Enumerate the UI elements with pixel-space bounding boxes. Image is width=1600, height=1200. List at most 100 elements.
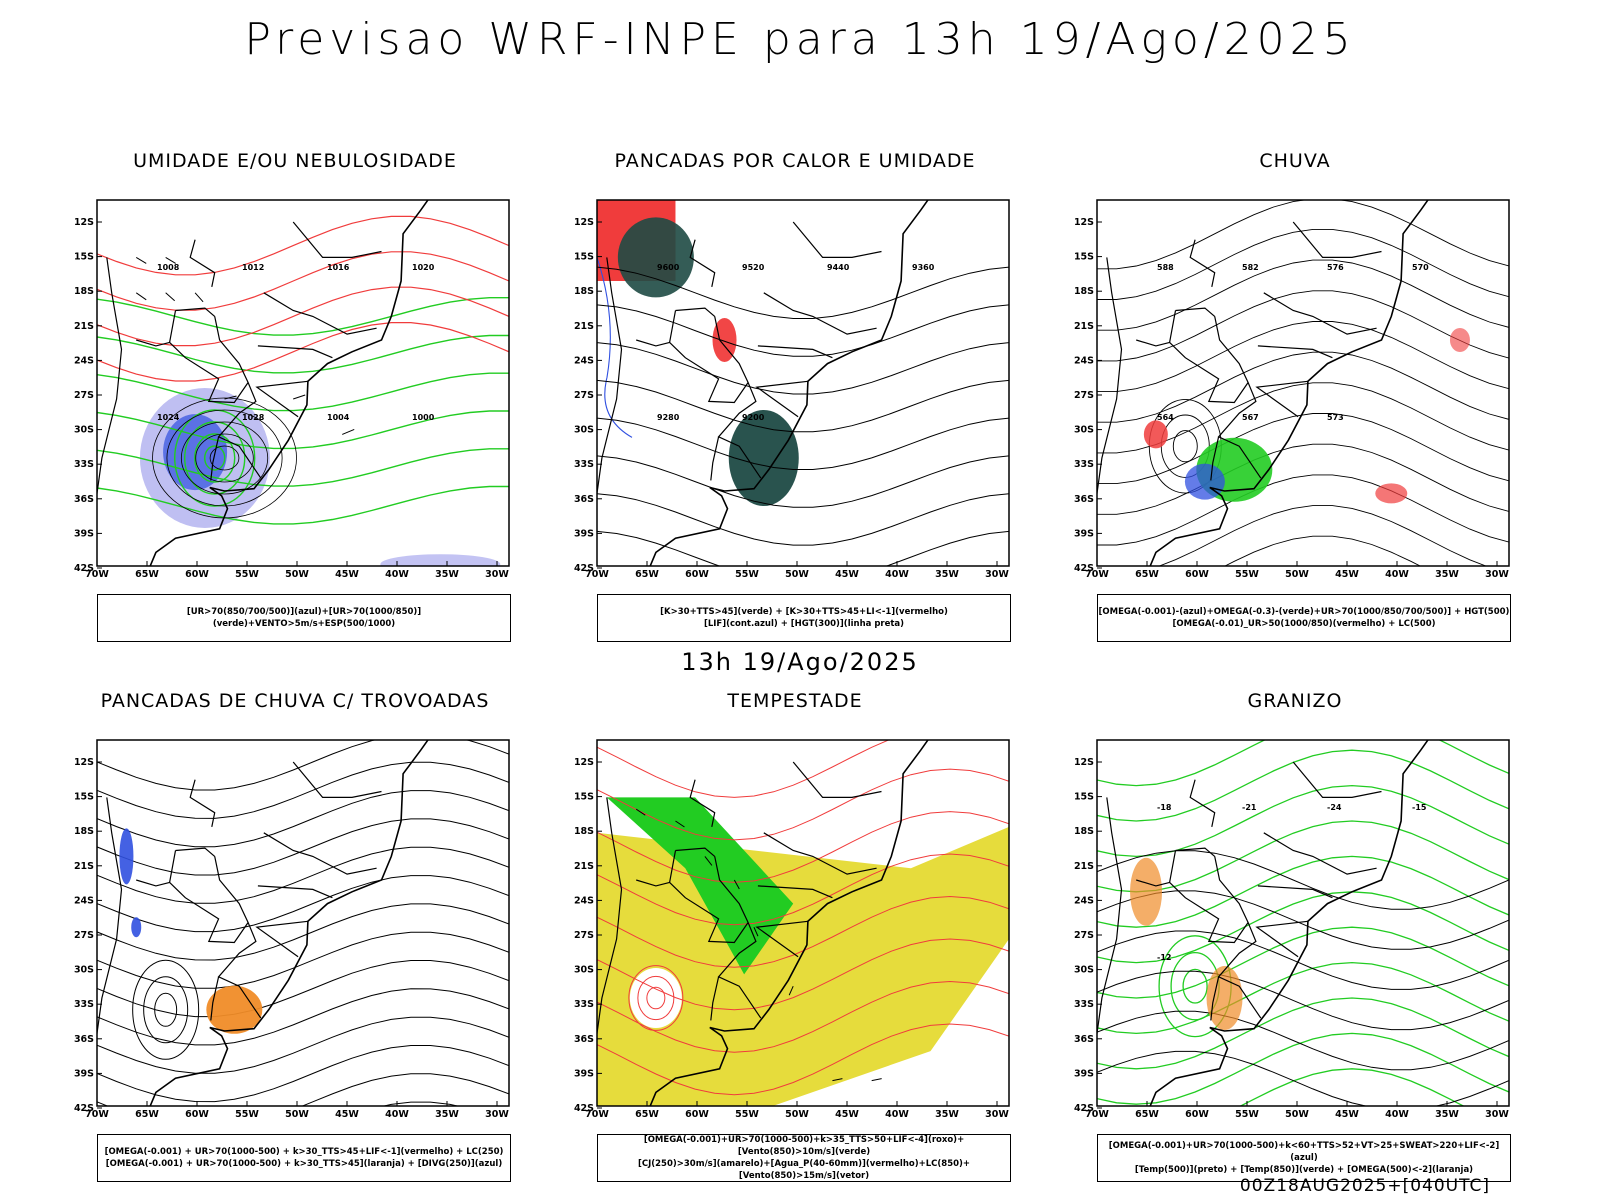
x-tick-label: 65W (635, 569, 659, 580)
country-border-2 (189, 239, 216, 288)
x-tick-label: 50W (1285, 1109, 1309, 1120)
x-tick-label: 35W (1435, 1109, 1459, 1120)
wind-vector-15ms-1 (675, 820, 685, 828)
x-tick-label: 45W (835, 1109, 859, 1120)
y-tick-label: 39S (1074, 528, 1094, 539)
panel-title: PANCADAS DE CHUVA C/ TROVOADAS (100, 690, 490, 712)
legend-caption-line: [OMEGA(-0.001) + UR>70(1000-500) + k>30_… (105, 1159, 503, 1169)
x-tick-label: 65W (635, 1109, 659, 1120)
y-tick-label: 21S (574, 321, 594, 332)
wind-vector-15ms-0 (635, 808, 646, 816)
country-border-2 (689, 779, 716, 828)
streamline-2 (97, 790, 509, 848)
contour-label: -21 (1242, 803, 1257, 812)
x-tick-label: 70W (1085, 569, 1109, 580)
country-border-9 (136, 339, 170, 347)
y-tick-label: 12S (74, 757, 94, 768)
map-frame (1096, 739, 1510, 1107)
y-tick-label: 42S (574, 1103, 594, 1114)
x-tick-label: 60W (685, 1109, 709, 1120)
map-layers (97, 740, 509, 1106)
country-border-4 (210, 436, 220, 481)
country-border-1 (675, 847, 716, 857)
x-tick-label: 45W (335, 1109, 359, 1120)
map-plot: 588 582 576 570 564 567 573 12S 15S 18S 21S 24S 27S 3… (1074, 199, 1510, 580)
map-layers: -18 -21 -24 -15 -12 (1097, 740, 1509, 1106)
red-thickness-contour-2 (97, 286, 509, 347)
x-tick-label: 50W (1285, 569, 1309, 580)
x-tick-label: 60W (185, 569, 209, 580)
legend-caption-line: [CJ(250)>30m/s](amarelo)+[Agua_P(40-60mm… (637, 1159, 971, 1181)
temp500-contour-4 (1097, 1010, 1509, 1071)
contour-label: -12 (1157, 953, 1171, 962)
country-border-0 (214, 856, 262, 1019)
y-tick-label: 15S (74, 252, 94, 263)
streamline-5 (97, 875, 509, 933)
y-tick-label: 42S (74, 563, 94, 574)
hgt300-contour-2 (597, 342, 1009, 395)
x-tick-label: 40W (885, 1109, 909, 1120)
y-tick-label: 12S (574, 757, 594, 768)
temp500-contour-0 (1097, 850, 1509, 910)
country-border-5 (263, 292, 377, 335)
y-tick-label: 24S (574, 355, 594, 366)
streamline-7 (97, 931, 509, 989)
temp850-contour-10 (1239, 1068, 1465, 1106)
country-border-5 (1263, 832, 1377, 875)
x-tick-label: 60W (185, 1109, 209, 1120)
y-tick-label: 36S (74, 1034, 94, 1045)
streamline-9 (97, 988, 509, 1046)
x-tick-label: 40W (385, 1109, 409, 1120)
red-area-center (712, 318, 737, 362)
coastline (97, 740, 429, 1106)
black-pressure-contour-3 (166, 409, 283, 507)
legend-caption: [UR>70(850/700/500)](azul)+[UR>70(1000/8… (97, 594, 511, 642)
y-tick-label: 27S (574, 390, 594, 401)
wind-vector-15ms-6 (832, 1078, 843, 1082)
x-tick-label: 55W (1235, 569, 1259, 580)
streamline-8 (97, 960, 509, 1018)
country-border-1 (175, 847, 216, 857)
hgt500-contour-8 (1097, 443, 1509, 515)
temp850-contour-6 (1097, 926, 1509, 999)
temp850-contour-8 (1097, 997, 1509, 1070)
contour-label: 588 (1157, 263, 1174, 272)
x-tick-label: 70W (85, 1109, 109, 1120)
country-border-10 (597, 257, 623, 498)
coastline (1097, 740, 1429, 1106)
coastline (97, 200, 429, 566)
x-tick-label: 40W (1385, 569, 1409, 580)
red-water-contour-1 (597, 768, 1009, 841)
hgt500-contour-11 (1224, 535, 1422, 566)
x-tick-label: 45W (1335, 569, 1359, 580)
map-panel-3: CHUVA 588 582 576 570 564 567 573 12S 15S 18S 21S 24… (1074, 150, 1535, 642)
wind-vector-15ms-7 (871, 1078, 882, 1082)
country-border-7 (1292, 761, 1382, 798)
legend-caption-line: [OMEGA(-0.001) + UR>70(1000-500) + k>30_… (104, 1147, 504, 1157)
country-border-5 (1263, 292, 1377, 335)
y-tick-label: 30S (1074, 425, 1094, 436)
country-border-10 (1097, 797, 1123, 1038)
country-border-10 (597, 797, 623, 1038)
green-humidity-contour-1 (97, 334, 509, 374)
legend-caption-line: [UR>70(850/700/500)](azul)+[UR>70(1000/8… (186, 607, 422, 629)
y-tick-label: 36S (574, 494, 594, 505)
coastline (1097, 200, 1429, 566)
blue-divergence-area-south (131, 917, 142, 938)
y-tick-label: 15S (574, 252, 594, 263)
map-frame (96, 199, 510, 567)
black-pressure-contour-2 (180, 421, 269, 495)
wind-vector-15ms-5 (788, 985, 794, 996)
country-border-6 (757, 885, 833, 899)
red-rain-area-west (1143, 420, 1168, 449)
x-tick-label: 35W (435, 1109, 459, 1120)
y-tick-label: 15S (574, 792, 594, 803)
x-tick-label: 45W (335, 569, 359, 580)
contour-label: 1020 (412, 263, 435, 272)
green-humidity-contour-2 (97, 372, 509, 412)
hgt500-contour-3 (1097, 290, 1509, 362)
blue-divergence-area (119, 828, 134, 885)
country-border-6 (1257, 885, 1333, 899)
country-border-10 (97, 257, 123, 498)
country-border-0 (1214, 316, 1262, 479)
